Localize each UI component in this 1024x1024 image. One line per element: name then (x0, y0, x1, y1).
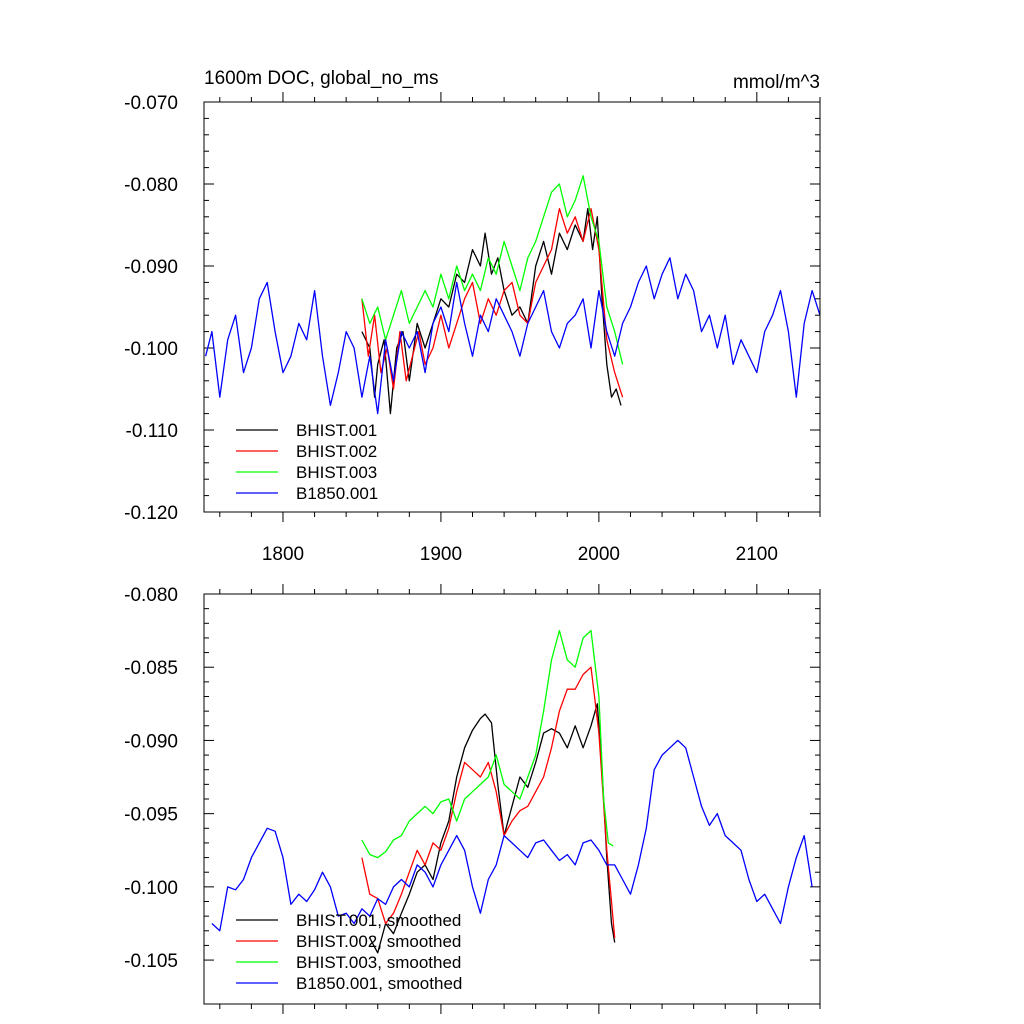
legend-label: BHIST.001, smoothed (296, 911, 461, 930)
x-tick-label: 2000 (578, 544, 620, 565)
legend-label: BHIST.001 (296, 421, 377, 440)
y-tick-label: -0.080 (124, 175, 178, 196)
legend-label: B1850.001, smoothed (296, 974, 462, 993)
y-tick-label: -0.095 (124, 805, 178, 826)
x-tick-label: 2100 (736, 544, 778, 565)
bottom-plot-frame (203, 593, 821, 1005)
series-line (369, 703, 616, 954)
legend-label: BHIST.002, smoothed (296, 932, 461, 951)
top-panel: 1600m DOC, global_no_ms mmol/m^3 -0.120-… (124, 68, 821, 565)
y-tick-label: -0.085 (124, 658, 178, 679)
top-chart-title: 1600m DOC, global_no_ms (204, 68, 438, 89)
bottom-panel: -0.105 -0.100 -0.095 -0.090 -0.085 -0.080 BHI… (124, 584, 821, 1014)
y-tick-label: -0.100 (124, 339, 178, 360)
top-x-tick-labels: 1800 1900 2000 2100 (262, 544, 778, 565)
x-tick-label: 1800 (262, 544, 304, 565)
y-tick-label: -0.100 (124, 878, 178, 899)
series-line (361, 666, 616, 939)
y-tick-label: -0.110 (126, 421, 178, 442)
y-tick-label: -0.120 (124, 503, 178, 524)
y-tick-label: -0.105 (124, 951, 178, 972)
series-line (361, 207, 624, 398)
legend-label: BHIST.003 (296, 463, 377, 482)
y-tick-label: -0.090 (124, 731, 178, 752)
y-tick-label: -0.070 (124, 93, 178, 114)
series-line (361, 175, 624, 365)
y-tick-label: -0.090 (124, 257, 178, 278)
legend-label: BHIST.002 (296, 442, 377, 461)
top-plot-frame (203, 101, 821, 513)
top-chart-units: mmol/m^3 (733, 72, 820, 93)
top-legend: BHIST.001 BHIST.002 BHIST.003 B1850.001 (236, 421, 378, 503)
y-tick-label: -0.080 (124, 585, 178, 606)
series-line (204, 257, 821, 415)
bottom-axis-ticks (204, 584, 821, 1014)
series-line (211, 739, 813, 932)
top-plot-area (204, 175, 821, 415)
legend-label: B1850.001 (296, 484, 378, 503)
top-y-tick-labels: -0.120 -0.110 -0.100 -0.090 -0.080 -0.070 (124, 93, 178, 524)
bottom-y-tick-labels: -0.105 -0.100 -0.095 -0.090 -0.085 -0.080 (124, 585, 178, 972)
series-line (361, 629, 614, 859)
x-tick-label: 1900 (420, 544, 462, 565)
bottom-plot-area (211, 629, 813, 954)
legend-label: BHIST.003, smoothed (296, 953, 461, 972)
bottom-legend: BHIST.001, smoothed BHIST.002, smoothed BH… (236, 911, 462, 993)
